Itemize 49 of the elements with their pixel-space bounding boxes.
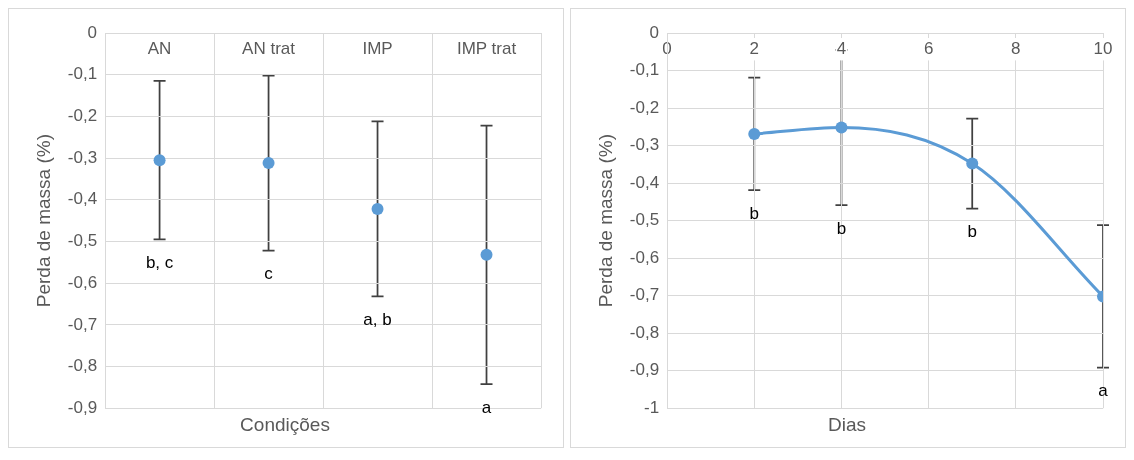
y-tick-label: 0 [87,22,98,42]
y-tick-label: -0,7 [67,314,98,334]
x-tick-label: 2 [749,38,760,58]
point [153,154,166,167]
annotation: b, c [145,253,174,273]
annotation: a, b [363,310,392,330]
x-tick-label: IMP [362,38,393,58]
y-tick-label: -0,3 [629,135,660,155]
x-tick-label: AN [147,38,172,58]
y-tick-label: -0,7 [629,285,660,305]
point [480,248,493,261]
x-axis-title: Dias [827,413,867,435]
x-tick-label: 4 [836,38,847,58]
y-axis-title: Perda de massa (%) [32,134,54,308]
annotation: a [1098,381,1109,401]
y-tick-label: -0,6 [629,247,660,267]
x-tick-label: AN trat [242,38,296,58]
y-tick-label: -1 [643,397,660,417]
y-tick-label: 0 [649,22,660,42]
y-tick-label: -0,1 [67,64,98,84]
y-tick-label: -0,4 [67,189,98,209]
y-tick-label: -0,4 [629,172,660,192]
x-tick-label: 10 [1093,38,1113,58]
y-tick-label: -0,3 [67,147,98,167]
y-axis-title: Perda de massa (%) [594,134,616,308]
annotation: a [481,397,492,417]
y-tick-label: -0,6 [67,272,98,292]
point [748,127,761,140]
annotation: b [836,218,847,238]
point [371,202,384,215]
y-tick-label: -0,9 [629,360,660,380]
y-tick-label: -0,5 [629,210,660,230]
y-tick-label: -0,8 [67,356,98,376]
y-tick-label: -0,5 [67,231,98,251]
x-tick-label: 8 [1011,38,1021,58]
point [262,157,275,170]
y-tick-label: -0,9 [67,397,98,417]
x-axis-title: Condições [240,413,330,435]
point [835,121,848,134]
annotation: b [967,222,977,242]
x-tick-label: 6 [923,38,934,58]
y-tick-label: -0,2 [629,97,660,117]
x-tick-label: IMP trat [456,38,517,58]
y-tick-label: -0,8 [629,322,660,342]
annotation: c [264,264,274,284]
annotation: b [749,203,760,223]
y-tick-label: -0,2 [67,106,98,126]
y-tick-label: -0,1 [629,60,660,80]
point [966,157,979,170]
